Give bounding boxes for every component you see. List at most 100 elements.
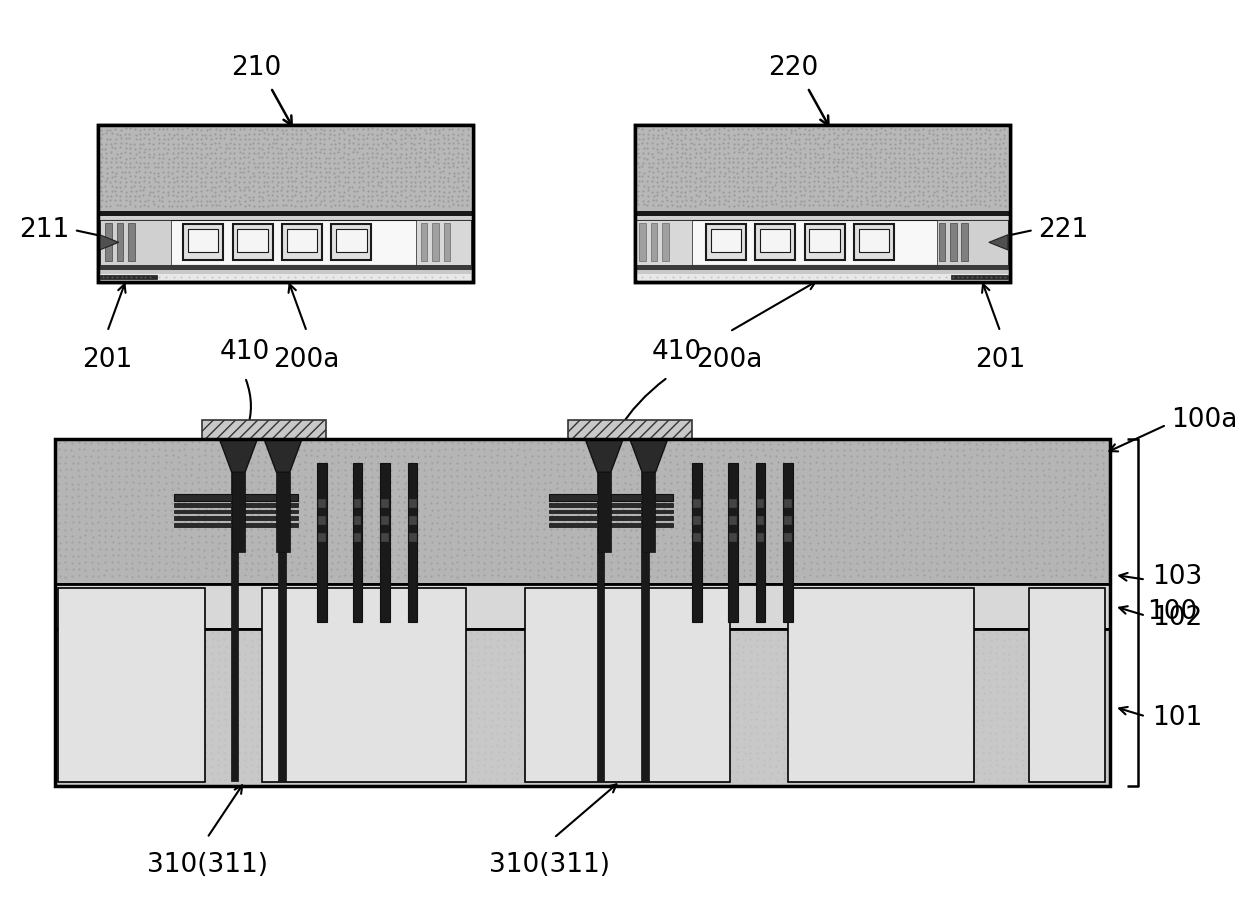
Bar bbox=[634, 211, 1010, 216]
Bar bbox=[318, 533, 326, 542]
Bar bbox=[55, 584, 1110, 629]
Text: 210: 210 bbox=[232, 56, 281, 82]
Bar bbox=[183, 224, 223, 260]
Bar bbox=[336, 229, 367, 252]
Bar bbox=[525, 588, 730, 782]
Bar bbox=[854, 224, 893, 260]
Text: 201: 201 bbox=[975, 347, 1026, 373]
Polygon shape bbox=[219, 439, 258, 473]
Bar bbox=[729, 533, 737, 542]
Bar bbox=[804, 224, 845, 260]
Bar bbox=[597, 473, 611, 552]
Bar bbox=[282, 224, 322, 260]
Bar bbox=[380, 463, 390, 623]
Bar bbox=[98, 125, 473, 282]
Bar bbox=[382, 516, 389, 526]
Bar bbox=[421, 224, 427, 261]
Bar bbox=[317, 463, 327, 623]
Bar bbox=[416, 220, 471, 265]
Bar bbox=[637, 127, 1007, 211]
Bar bbox=[173, 503, 297, 507]
Bar bbox=[756, 224, 795, 260]
Bar bbox=[55, 629, 1110, 786]
Bar bbox=[55, 439, 1110, 584]
Text: 100: 100 bbox=[1147, 599, 1198, 626]
Bar bbox=[784, 533, 792, 542]
Bar bbox=[99, 275, 156, 279]
Bar bbox=[279, 473, 286, 781]
Bar bbox=[354, 498, 362, 508]
Bar bbox=[788, 588, 974, 782]
Text: 211: 211 bbox=[19, 217, 69, 243]
Text: 201: 201 bbox=[82, 347, 133, 373]
Bar bbox=[1028, 588, 1105, 782]
Bar bbox=[757, 516, 764, 526]
Bar bbox=[637, 220, 691, 265]
Bar bbox=[760, 229, 790, 252]
Bar bbox=[105, 224, 112, 261]
Bar bbox=[549, 523, 673, 527]
Bar bbox=[549, 503, 673, 507]
Bar bbox=[859, 229, 890, 252]
Bar bbox=[276, 473, 290, 552]
Bar bbox=[634, 216, 1010, 220]
Bar bbox=[173, 495, 297, 501]
Bar bbox=[128, 224, 135, 261]
Text: 410: 410 bbox=[652, 339, 703, 365]
Text: 101: 101 bbox=[1152, 705, 1203, 731]
Bar bbox=[98, 125, 473, 282]
Bar bbox=[637, 274, 1007, 280]
Bar bbox=[650, 224, 658, 261]
Bar bbox=[783, 463, 793, 623]
Bar bbox=[950, 275, 1007, 279]
Polygon shape bbox=[989, 234, 1007, 250]
Text: 100a: 100a bbox=[1171, 407, 1238, 433]
Bar bbox=[662, 224, 669, 261]
Bar bbox=[549, 517, 673, 520]
Text: 103: 103 bbox=[1152, 563, 1203, 590]
Bar bbox=[58, 588, 206, 782]
Bar bbox=[567, 420, 691, 439]
Bar bbox=[318, 516, 326, 526]
Bar bbox=[409, 498, 416, 508]
Polygon shape bbox=[264, 439, 302, 473]
Bar bbox=[596, 473, 605, 781]
Bar bbox=[99, 220, 471, 265]
Bar bbox=[642, 473, 649, 781]
Bar bbox=[263, 588, 466, 782]
Bar bbox=[642, 473, 655, 552]
Bar bbox=[809, 229, 840, 252]
Bar bbox=[353, 463, 362, 623]
Bar bbox=[99, 220, 171, 265]
Bar bbox=[230, 473, 238, 781]
Bar bbox=[706, 224, 746, 260]
Bar bbox=[634, 265, 1010, 270]
Bar bbox=[961, 224, 968, 261]
Bar bbox=[757, 498, 764, 508]
Bar bbox=[637, 220, 1007, 265]
Bar bbox=[409, 533, 416, 542]
Bar bbox=[784, 516, 792, 526]
Text: 310(311): 310(311) bbox=[488, 852, 610, 878]
Bar bbox=[549, 509, 673, 513]
Bar bbox=[99, 127, 471, 211]
Bar bbox=[937, 220, 1007, 265]
Bar bbox=[432, 224, 439, 261]
Bar bbox=[173, 523, 297, 527]
Text: 220: 220 bbox=[768, 56, 818, 82]
Bar bbox=[784, 498, 792, 508]
Text: 310(311): 310(311) bbox=[146, 852, 268, 878]
Bar bbox=[55, 439, 1110, 786]
Bar bbox=[98, 211, 473, 216]
Text: 200a: 200a bbox=[274, 347, 339, 373]
Bar bbox=[98, 270, 473, 274]
Bar bbox=[408, 463, 418, 623]
Bar bbox=[98, 216, 473, 220]
Bar bbox=[409, 516, 416, 526]
Polygon shape bbox=[99, 234, 119, 250]
Bar bbox=[729, 498, 737, 508]
Bar bbox=[382, 498, 389, 508]
Bar bbox=[950, 224, 957, 261]
Bar bbox=[116, 224, 124, 261]
Text: 410: 410 bbox=[219, 339, 270, 365]
